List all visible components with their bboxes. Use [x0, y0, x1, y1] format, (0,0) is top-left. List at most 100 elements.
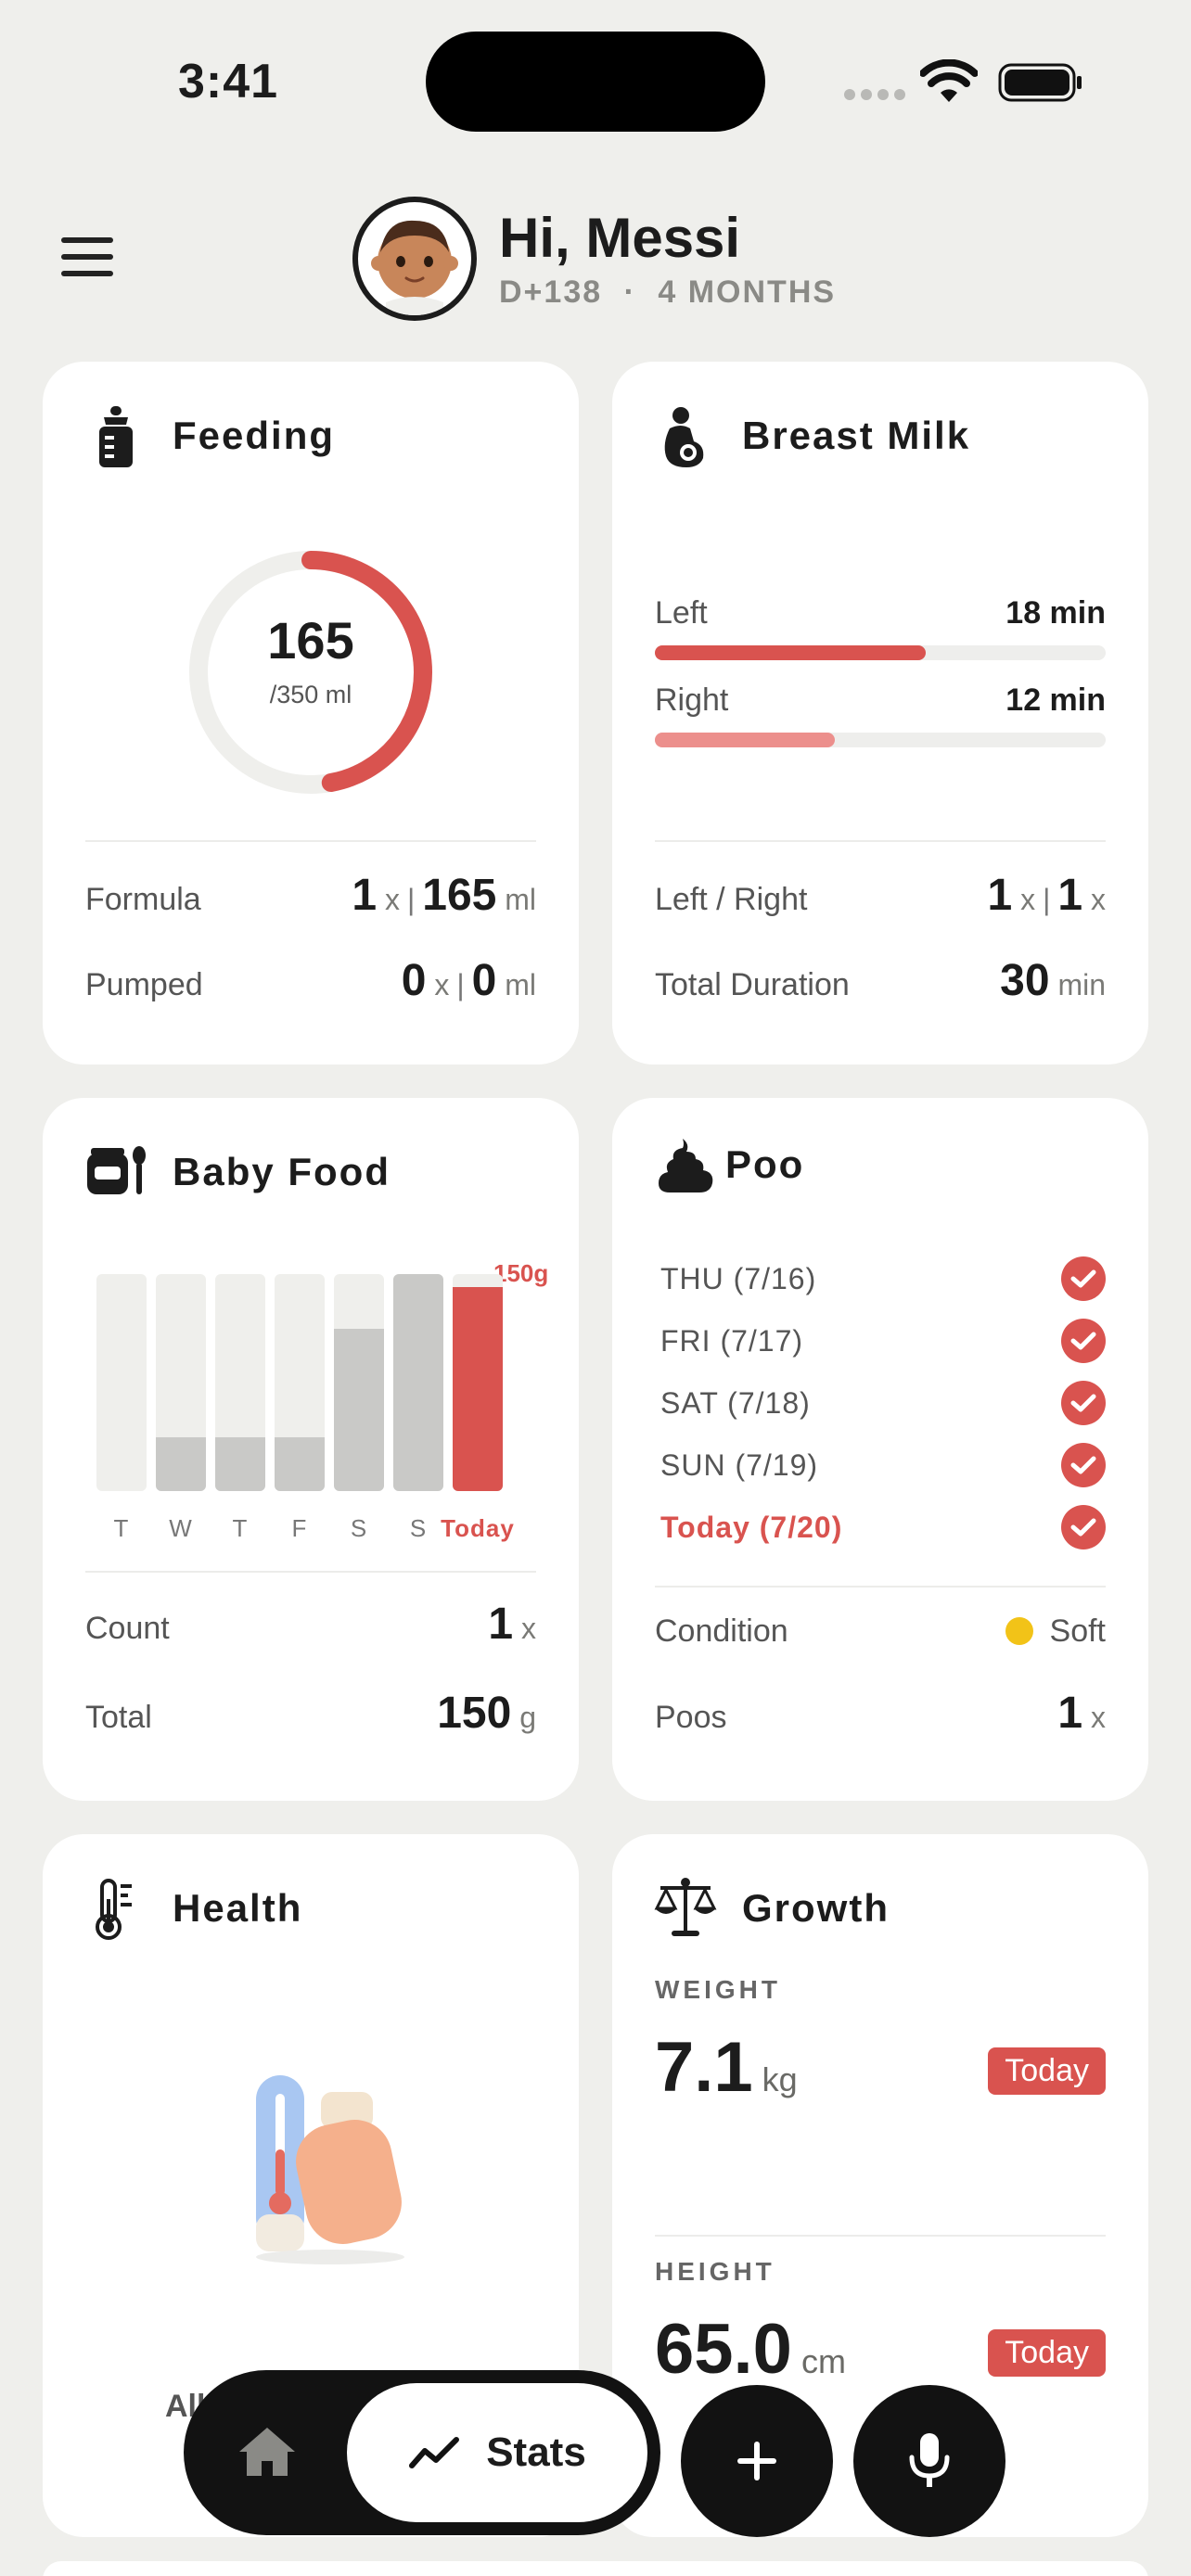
pumped-count: 0	[401, 956, 427, 1005]
poo-card[interactable]: Poo Condition Soft Poos 1 x THU (7/16) FR…	[612, 1098, 1148, 1801]
right-label: Right	[655, 682, 729, 718]
poo-day-label: SAT (7/18)	[660, 1385, 811, 1420]
formula-amount-unit: ml	[505, 883, 536, 916]
left-right-value: 1 x | 1 x	[988, 870, 1107, 921]
baby-food-bar-1	[156, 1274, 206, 1491]
feeding-card[interactable]: Feeding 165 /350 ml Formula 1 x | 165 ml P…	[43, 362, 579, 1065]
count-number: 1	[488, 1600, 514, 1649]
poo-day-row-0[interactable]: THU (7/16)	[660, 1256, 1106, 1302]
poo-day-row-1[interactable]: FRI (7/17)	[660, 1318, 1106, 1364]
divider	[85, 840, 536, 842]
baby-food-day-label-5: S	[409, 1514, 428, 1542]
formula-amount: 165	[422, 871, 497, 920]
total-duration-unit: min	[1057, 968, 1106, 1001]
height-today-badge: Today	[988, 2329, 1106, 2377]
stats-tab-button[interactable]: Stats	[347, 2383, 647, 2522]
feeding-progress-ring	[189, 551, 432, 794]
poo-icon	[659, 1139, 713, 1192]
condition-label: Condition	[655, 1613, 788, 1649]
right-duration-fill	[655, 733, 836, 747]
status-time: 3:41	[178, 55, 279, 108]
baby-food-bar-fill-3	[275, 1436, 325, 1491]
check-icon	[1061, 1319, 1106, 1363]
total-duration-number: 30	[1000, 956, 1050, 1005]
left-count-unit: x	[1020, 883, 1036, 916]
baby-food-card[interactable]: Baby Food 150g T W T F S S Today Count 1 x Tot…	[43, 1098, 579, 1801]
poos-row: Poos 1 x	[655, 1688, 1106, 1739]
left-duration-fill	[655, 645, 926, 660]
left-breast-row: Left 18 min	[655, 595, 1106, 631]
poo-day-label: FRI (7/17)	[660, 1323, 804, 1358]
wifi-icon	[920, 59, 978, 102]
divider	[85, 1571, 536, 1573]
condition-color-dot	[1005, 1617, 1033, 1645]
check-icon	[1061, 1443, 1106, 1487]
menu-icon[interactable]	[61, 237, 113, 276]
baby-food-bar-fill-1	[156, 1436, 206, 1491]
left-right-sep: |	[1043, 883, 1051, 916]
voice-input-button[interactable]	[853, 2385, 1005, 2537]
next-card-peek	[43, 2561, 1148, 2576]
poo-day-label: THU (7/16)	[660, 1261, 817, 1295]
weight-unit: kg	[762, 2060, 798, 2098]
poo-day-row-2[interactable]: SAT (7/18)	[660, 1380, 1106, 1426]
right-count: 1	[1057, 871, 1083, 920]
add-button[interactable]	[681, 2385, 833, 2537]
pumped-amount-unit: ml	[505, 968, 536, 1001]
greeting-title: Hi, Messi	[499, 207, 741, 269]
weight-value: 7.1 kg	[655, 2027, 798, 2108]
total-unit: g	[519, 1701, 536, 1734]
plus-icon	[737, 2442, 776, 2480]
growth-title: Growth	[742, 1886, 890, 1930]
bottom-nav: Stats	[184, 2370, 660, 2535]
feeding-goal: /350 ml	[269, 681, 352, 708]
home-icon[interactable]	[234, 2418, 301, 2485]
poo-day-row-4[interactable]: Today (7/20)	[660, 1504, 1106, 1550]
bottle-icon	[99, 406, 133, 467]
feeding-title: Feeding	[173, 414, 336, 457]
poos-number: 1	[1057, 1689, 1083, 1738]
total-row: Total 150 g	[85, 1688, 536, 1739]
condition-value: Soft	[1005, 1613, 1106, 1650]
poo-day-row-3[interactable]: SUN (7/19)	[660, 1442, 1106, 1488]
feeding-current-amount: 165	[267, 611, 354, 670]
right-duration-bar	[655, 733, 1106, 747]
formula-count-unit: x	[384, 883, 400, 916]
check-icon	[1061, 1256, 1106, 1301]
days-count: D+138	[499, 274, 603, 310]
avatar[interactable]	[352, 197, 477, 321]
poos-value: 1 x	[1057, 1688, 1106, 1739]
dynamic-island	[426, 32, 765, 132]
poo-title: Poo	[725, 1142, 805, 1186]
baby-food-bar-5	[393, 1274, 443, 1491]
baby-food-title: Baby Food	[173, 1150, 391, 1193]
height-number: 65.0	[655, 2310, 792, 2389]
count-label: Count	[85, 1611, 170, 1646]
formula-label: Formula	[85, 882, 201, 917]
breastfeeding-icon	[664, 407, 704, 467]
baby-food-day-label-2: T	[232, 1514, 249, 1542]
baby-food-day-label-6: Today	[441, 1514, 515, 1542]
baby-food-bar-0	[96, 1274, 147, 1491]
baby-food-jar-icon	[87, 1146, 146, 1194]
weight-today-badge: Today	[988, 2047, 1106, 2095]
age-months: 4 MONTHS	[658, 274, 837, 310]
baby-food-day-label-1: W	[169, 1514, 193, 1542]
count-unit: x	[521, 1612, 536, 1645]
trend-line-icon	[409, 2437, 460, 2468]
baby-food-bar-3	[275, 1274, 325, 1491]
thermometer-icon	[96, 1879, 132, 1940]
check-icon	[1061, 1381, 1106, 1425]
left-count: 1	[987, 871, 1013, 920]
microphone-icon	[909, 2433, 950, 2487]
left-label: Left	[655, 595, 708, 631]
baby-food-bar-fill-2	[215, 1436, 265, 1491]
cellular-signal-icon	[844, 89, 905, 100]
scale-icon	[654, 1878, 717, 1936]
right-duration: 12 min	[1005, 682, 1106, 718]
height-unit: cm	[800, 2342, 846, 2380]
total-duration-row: Total Duration 30 min	[655, 955, 1106, 1006]
separator-dot: ·	[623, 274, 636, 310]
breast-milk-card[interactable]: Breast Milk Left 18 min Right 12 min Lef…	[612, 362, 1148, 1065]
left-duration-bar	[655, 645, 1106, 660]
